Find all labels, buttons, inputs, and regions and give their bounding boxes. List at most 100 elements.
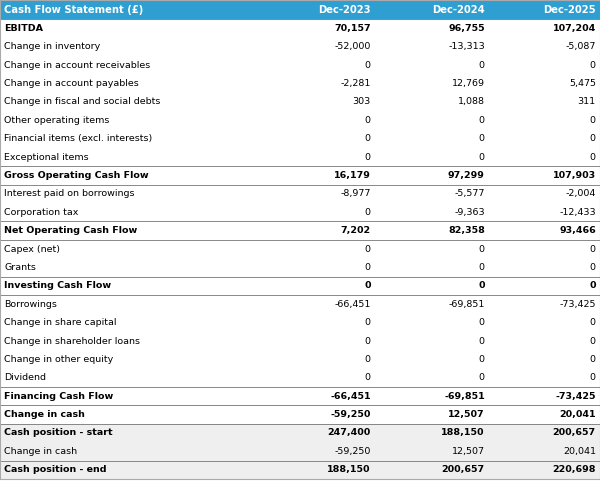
Bar — [489, 350, 600, 369]
Bar — [261, 221, 375, 240]
Text: 70,157: 70,157 — [334, 24, 371, 33]
Bar — [0, 369, 261, 387]
Bar — [375, 56, 489, 74]
Bar — [0, 424, 261, 442]
Bar — [489, 93, 600, 111]
Bar — [375, 387, 489, 406]
Bar — [261, 148, 375, 166]
Text: 0: 0 — [365, 60, 371, 70]
Text: 0: 0 — [590, 355, 596, 364]
Text: -8,977: -8,977 — [340, 190, 371, 198]
Bar — [261, 185, 375, 203]
Bar — [0, 442, 261, 461]
Bar — [0, 461, 261, 479]
Text: 0: 0 — [365, 245, 371, 253]
Bar — [261, 369, 375, 387]
Bar — [375, 313, 489, 332]
Text: -2,281: -2,281 — [340, 79, 371, 88]
Text: Capex (net): Capex (net) — [4, 245, 60, 253]
Text: Change in cash: Change in cash — [4, 447, 77, 456]
Text: -66,451: -66,451 — [334, 300, 371, 309]
Text: 0: 0 — [589, 281, 596, 290]
Text: EBITDA: EBITDA — [4, 24, 43, 33]
Bar — [489, 240, 600, 258]
Text: 0: 0 — [590, 153, 596, 162]
Bar — [489, 295, 600, 313]
Bar — [489, 148, 600, 166]
Bar — [375, 111, 489, 130]
Bar — [261, 406, 375, 424]
Text: -69,851: -69,851 — [444, 392, 485, 401]
Bar — [261, 350, 375, 369]
Bar — [0, 276, 261, 295]
Bar — [0, 56, 261, 74]
Text: 188,150: 188,150 — [328, 465, 371, 474]
Text: -59,250: -59,250 — [334, 447, 371, 456]
Text: 0: 0 — [479, 355, 485, 364]
Text: Change in fiscal and social debts: Change in fiscal and social debts — [4, 97, 161, 106]
Text: 0: 0 — [365, 318, 371, 327]
Bar — [0, 203, 261, 221]
Text: 0: 0 — [364, 281, 371, 290]
Text: -12,433: -12,433 — [559, 208, 596, 217]
Text: 0: 0 — [479, 153, 485, 162]
Text: Cash Flow Statement (£): Cash Flow Statement (£) — [4, 4, 143, 15]
Text: Change in other equity: Change in other equity — [4, 355, 113, 364]
Bar — [375, 185, 489, 203]
Bar — [261, 130, 375, 148]
Text: -52,000: -52,000 — [334, 42, 371, 51]
Text: -73,425: -73,425 — [559, 300, 596, 309]
Bar — [261, 93, 375, 111]
Bar — [261, 332, 375, 350]
Text: -13,313: -13,313 — [448, 42, 485, 51]
Text: 0: 0 — [479, 134, 485, 143]
Text: 0: 0 — [479, 60, 485, 70]
Bar — [261, 295, 375, 313]
Bar — [375, 19, 489, 37]
Bar — [375, 203, 489, 221]
Bar — [261, 203, 375, 221]
Text: Dec-2024: Dec-2024 — [432, 4, 485, 15]
Bar — [375, 332, 489, 350]
Bar — [0, 130, 261, 148]
Text: Dec-2025: Dec-2025 — [543, 4, 596, 15]
Text: Dec-2023: Dec-2023 — [319, 4, 371, 15]
Bar — [489, 203, 600, 221]
Bar — [0, 387, 261, 406]
Bar — [375, 0, 489, 19]
Text: 0: 0 — [365, 263, 371, 272]
Bar — [489, 442, 600, 461]
Bar — [0, 332, 261, 350]
Text: 220,698: 220,698 — [552, 465, 596, 474]
Bar — [489, 111, 600, 130]
Bar — [261, 461, 375, 479]
Bar — [489, 313, 600, 332]
Bar — [0, 295, 261, 313]
Text: 0: 0 — [365, 208, 371, 217]
Text: 303: 303 — [353, 97, 371, 106]
Text: 96,755: 96,755 — [448, 24, 485, 33]
Text: 12,769: 12,769 — [452, 79, 485, 88]
Bar — [0, 0, 261, 19]
Bar — [375, 74, 489, 93]
Bar — [489, 332, 600, 350]
Text: 20,041: 20,041 — [563, 447, 596, 456]
Bar — [261, 313, 375, 332]
Text: 5,475: 5,475 — [569, 79, 596, 88]
Bar — [261, 166, 375, 185]
Bar — [375, 37, 489, 56]
Text: Net Operating Cash Flow: Net Operating Cash Flow — [4, 226, 137, 235]
Text: Cash position - start: Cash position - start — [4, 429, 113, 437]
Bar — [489, 276, 600, 295]
Bar — [375, 166, 489, 185]
Bar — [0, 74, 261, 93]
Bar — [489, 387, 600, 406]
Text: -69,851: -69,851 — [448, 300, 485, 309]
Text: 188,150: 188,150 — [442, 429, 485, 437]
Bar — [0, 19, 261, 37]
Bar — [489, 0, 600, 19]
Bar — [261, 19, 375, 37]
Text: 0: 0 — [365, 336, 371, 346]
Text: Investing Cash Flow: Investing Cash Flow — [4, 281, 112, 290]
Text: 93,466: 93,466 — [559, 226, 596, 235]
